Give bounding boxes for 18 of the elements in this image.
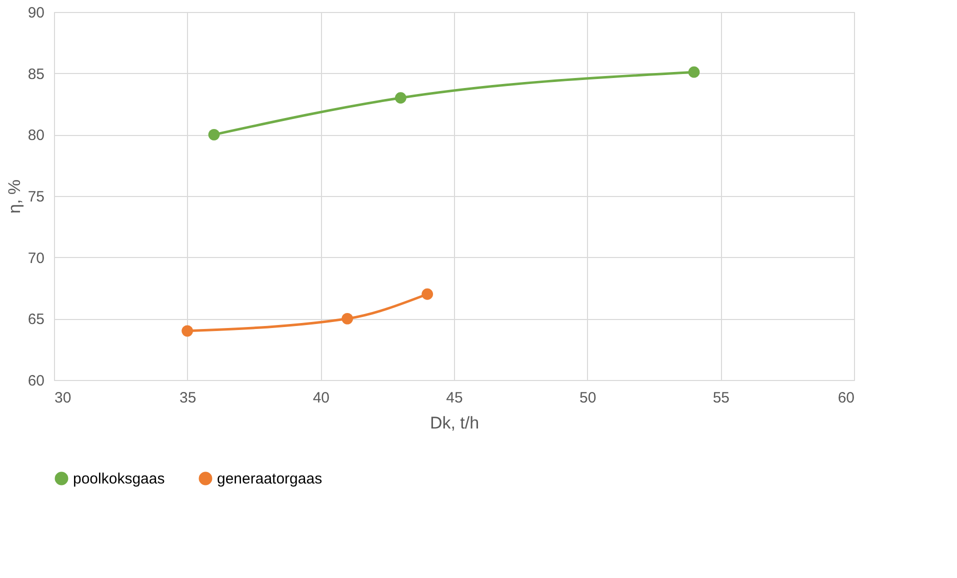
y-axis-title: η, % bbox=[4, 179, 24, 214]
y-tick-label: 65 bbox=[28, 311, 44, 328]
x-tick-label: 55 bbox=[712, 390, 730, 406]
x-tick-label: 45 bbox=[446, 390, 463, 406]
x-axis-title: Dk, t/h bbox=[430, 414, 480, 432]
y-tick-label: 90 bbox=[28, 4, 44, 22]
x-tick-label: 40 bbox=[312, 390, 330, 406]
y-tick-label: 60 bbox=[28, 372, 44, 390]
y-tick-label: 70 bbox=[28, 250, 44, 267]
y-tick-label: 85 bbox=[28, 66, 44, 83]
x-tick-label: 30 bbox=[54, 390, 72, 406]
y-tick-label: 80 bbox=[28, 127, 44, 144]
x-tick-label: 35 bbox=[179, 390, 196, 406]
legend-label: generaatorgaas bbox=[217, 470, 322, 488]
x-tick-label: 50 bbox=[579, 390, 596, 406]
legend-label: poolkoksgaas bbox=[73, 470, 165, 488]
x-tick-label: 60 bbox=[838, 390, 854, 406]
y-tick-label: 75 bbox=[28, 188, 44, 206]
